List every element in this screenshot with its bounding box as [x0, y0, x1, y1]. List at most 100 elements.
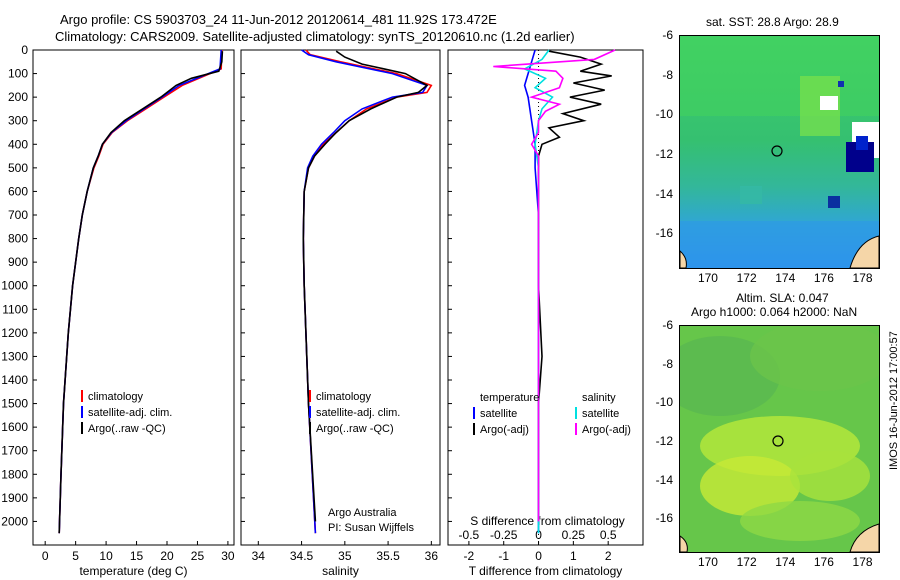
map-y-tick-label: -10	[655, 395, 673, 410]
legend-label: Argo(-adj)	[480, 424, 529, 436]
plot-frame-temperature	[32, 49, 235, 546]
sla-argo-marker	[772, 435, 784, 447]
map-y-tick-label: -12	[655, 146, 673, 161]
x-tick-label: 0	[535, 549, 542, 563]
series-line-argo-raw-qc-	[58, 51, 224, 534]
y-tick-label: 700	[8, 208, 28, 222]
figure-title-line1: Argo profile: CS 5903703_24 11-Jun-2012 …	[60, 12, 497, 27]
sla-field	[680, 326, 879, 552]
map-x-tick-label: 172	[736, 271, 757, 285]
plot-frame-salinity	[240, 49, 441, 546]
map-x-tick-label: 170	[697, 555, 718, 569]
x-tick-label: 35	[338, 549, 352, 563]
legend-label: satellite-adj. clim.	[316, 407, 400, 419]
map-x-tick-label: 174	[775, 555, 796, 569]
s-tick-label: 0	[535, 528, 542, 542]
x-tick-label: 34	[252, 549, 266, 563]
map-y-tick-label: -14	[655, 186, 673, 201]
map-y-tick-label: -16	[655, 226, 673, 241]
x-axis-label: T difference from climatology	[469, 564, 623, 578]
x-tick-label: 0	[42, 549, 49, 563]
map-x-tick-label: 172	[736, 555, 757, 569]
x-tick-label: -1	[498, 549, 509, 563]
map-y-tick-label: -8	[662, 356, 673, 371]
s-tick-label: -0.25	[490, 528, 518, 542]
legend-label: temperature	[480, 392, 539, 404]
map-y-tick-label: -14	[655, 472, 673, 487]
map-y-tick-label: -6	[662, 318, 673, 332]
series-line-salinity-argo-adj-	[493, 49, 616, 522]
y-tick-label: 1700	[1, 444, 28, 458]
sst-field	[680, 36, 879, 268]
annotation-text: PI: Susan Wijffels	[328, 522, 414, 534]
s-tick-label: 0.25	[562, 528, 586, 542]
y-tick-label: 800	[8, 232, 28, 246]
y-tick-label: 1200	[1, 326, 28, 340]
map-y-tick-label: -10	[655, 107, 673, 122]
x-axis-label: temperature (deg C)	[79, 564, 187, 578]
x-tick-label: 5	[72, 549, 79, 563]
y-tick-label: 0	[21, 43, 28, 57]
y-tick-label: 1900	[1, 491, 28, 505]
legend-label: Argo(..raw -QC)	[88, 423, 166, 435]
map-x-tick-label: 174	[775, 271, 796, 285]
x-tick-label: 10	[99, 549, 113, 563]
sla-map-title-line2: Argo h1000: 0.064 h2000: NaN	[691, 305, 858, 319]
y-tick-label: 100	[8, 67, 28, 81]
legend-label: climatology	[88, 391, 144, 403]
imos-stamp: IMOS 16-Jun-2012 17:00:57	[888, 331, 900, 470]
map-x-tick-label: 176	[813, 271, 834, 285]
x-tick-label: 1	[570, 549, 577, 563]
map-y-tick-label: -12	[655, 433, 673, 448]
y-tick-label: 600	[8, 184, 28, 198]
y-tick-label: 1600	[1, 420, 28, 434]
sst-map-title: sat. SST: 28.8 Argo: 28.9	[706, 15, 839, 29]
map-x-tick-label: 178	[852, 271, 873, 285]
legend-label: salinity	[582, 392, 616, 404]
x-tick-label: 36	[425, 549, 439, 563]
map-y-tick-label: -16	[655, 511, 673, 526]
x-tick-label: 30	[221, 549, 235, 563]
y-tick-label: 1400	[1, 373, 28, 387]
x-tick-label: 2	[605, 549, 612, 563]
sst-map	[679, 35, 880, 269]
sst-argo-marker	[771, 145, 783, 157]
legend-label: climatology	[316, 391, 372, 403]
annotation-text: Argo Australia	[328, 507, 397, 519]
y-tick-label: 1000	[1, 279, 28, 293]
y-tick-label: 1500	[1, 397, 28, 411]
y-tick-label: 500	[8, 161, 28, 175]
s-axis-label: S difference from climatology	[470, 514, 625, 528]
y-tick-label: 200	[8, 90, 28, 104]
sla-map-title-line1: Altim. SLA: 0.047	[736, 291, 829, 305]
x-tick-label: -2	[464, 549, 475, 563]
x-tick-label: 35.5	[376, 549, 400, 563]
y-tick-label: 300	[8, 114, 28, 128]
map-y-tick-label: -6	[662, 28, 673, 42]
legend-label: Argo(-adj)	[582, 424, 631, 436]
figure-title-line2: Climatology: CARS2009. Satellite-adjuste…	[55, 29, 575, 44]
sla-map	[679, 325, 880, 553]
legend-label: satellite	[480, 408, 517, 420]
plot-frame-difference	[447, 49, 644, 546]
map-x-tick-label: 178	[852, 555, 873, 569]
x-tick-label: 20	[160, 549, 174, 563]
map-x-tick-label: 170	[697, 271, 718, 285]
y-tick-label: 400	[8, 137, 28, 151]
x-tick-label: 25	[191, 549, 205, 563]
y-tick-label: 900	[8, 255, 28, 269]
y-tick-label: 1100	[2, 302, 28, 316]
series-line-argo-raw-qc-	[302, 50, 429, 522]
s-tick-label: 0.5	[600, 528, 617, 542]
x-axis-label: salinity	[322, 564, 359, 578]
y-tick-label: 1300	[1, 349, 28, 363]
map-x-tick-label: 176	[813, 555, 834, 569]
y-tick-label: 2000	[1, 514, 28, 528]
legend-label: Argo(..raw -QC)	[316, 423, 394, 435]
x-tick-label: 34.5	[290, 549, 314, 563]
map-y-tick-label: -8	[662, 67, 673, 82]
y-tick-label: 1800	[1, 467, 28, 481]
x-tick-label: 15	[130, 549, 144, 563]
